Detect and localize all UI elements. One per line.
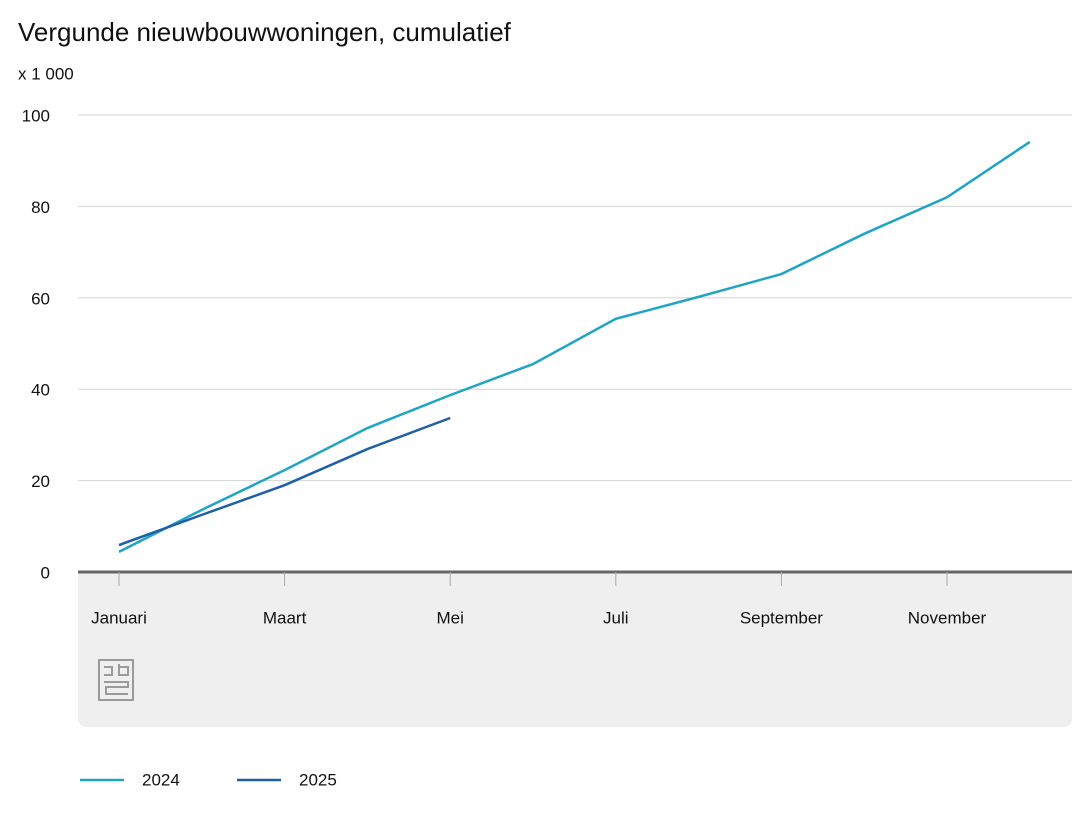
line [118, 140, 1031, 554]
x-tick-label: Maart [263, 608, 307, 627]
x-tick-label: September [740, 608, 823, 627]
axis-panel-top [78, 572, 1072, 582]
axis-panel [78, 572, 1072, 727]
x-tick-label: Januari [91, 608, 147, 627]
y-tick-label: 0 [41, 563, 50, 582]
line [118, 416, 451, 547]
y-tick-label: 100 [22, 106, 50, 125]
y-tick-label: 80 [31, 198, 50, 217]
legend-label: 2024 [142, 770, 180, 789]
subtitle: x 1 000 [18, 64, 74, 83]
y-tick-label: 20 [31, 472, 50, 491]
legend-label: 2025 [299, 770, 337, 789]
x-tick-label: November [908, 608, 987, 627]
chart-title: Vergunde nieuwbouwwoningen, cumulatief [18, 17, 512, 47]
y-tick-label: 40 [31, 381, 50, 400]
x-tick-label: Mei [436, 608, 463, 627]
y-tick-label: 60 [31, 289, 50, 308]
x-tick-label: Juli [603, 608, 629, 627]
logo [98, 659, 134, 701]
